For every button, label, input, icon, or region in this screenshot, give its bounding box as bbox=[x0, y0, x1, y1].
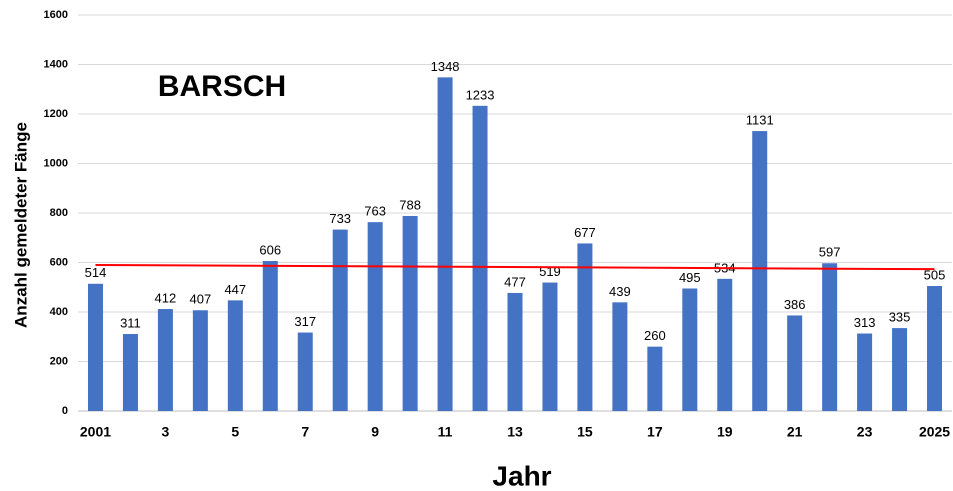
bar bbox=[577, 243, 593, 411]
x-tick-label: 23 bbox=[857, 424, 873, 440]
chart-title: BARSCH bbox=[158, 70, 286, 103]
value-label: 335 bbox=[889, 310, 911, 325]
bar bbox=[192, 310, 208, 411]
bar bbox=[612, 302, 628, 411]
y-tick-label: 1400 bbox=[44, 58, 68, 70]
y-tick-label: 1000 bbox=[44, 157, 68, 169]
bar bbox=[822, 263, 838, 411]
y-tick-label: 0 bbox=[62, 405, 68, 417]
y-axis-label: Anzahl gemeldeter Fänge bbox=[11, 122, 30, 328]
value-label: 597 bbox=[819, 245, 841, 260]
x-tick-label: 19 bbox=[717, 424, 733, 440]
x-tick-label: 7 bbox=[301, 424, 309, 440]
bar bbox=[437, 77, 453, 412]
x-tick-label: 2025 bbox=[919, 424, 950, 440]
value-label: 386 bbox=[784, 297, 806, 312]
bar bbox=[402, 215, 418, 411]
y-tick-label: 1600 bbox=[44, 9, 68, 21]
value-label: 313 bbox=[854, 315, 876, 330]
value-label: 606 bbox=[259, 242, 281, 257]
x-tick-label: 2001 bbox=[80, 424, 111, 440]
value-label: 788 bbox=[399, 197, 421, 212]
bar bbox=[227, 300, 243, 411]
bar bbox=[892, 328, 908, 411]
bar bbox=[717, 278, 733, 411]
bar bbox=[87, 283, 103, 411]
y-tick-label: 200 bbox=[50, 355, 68, 367]
x-tick-label: 9 bbox=[371, 424, 379, 440]
x-tick-label: 15 bbox=[577, 424, 593, 440]
bar bbox=[682, 288, 698, 411]
value-label: 677 bbox=[574, 225, 596, 240]
x-tick-label: 17 bbox=[647, 424, 663, 440]
x-tick-label: 3 bbox=[162, 424, 170, 440]
value-label: 505 bbox=[924, 267, 946, 282]
x-tick-label: 21 bbox=[787, 424, 803, 440]
y-tick-label: 1200 bbox=[44, 108, 68, 120]
value-label: 317 bbox=[294, 314, 316, 329]
value-label: 412 bbox=[155, 290, 177, 305]
value-label: 447 bbox=[224, 282, 246, 297]
bar bbox=[472, 105, 488, 412]
y-tick-label: 400 bbox=[50, 306, 68, 318]
value-label: 439 bbox=[609, 284, 631, 299]
value-label: 514 bbox=[85, 265, 107, 280]
bar bbox=[857, 333, 873, 411]
bar bbox=[332, 229, 348, 411]
y-tick-label: 600 bbox=[50, 256, 68, 268]
value-label: 407 bbox=[190, 292, 212, 307]
bar bbox=[647, 346, 663, 411]
value-label: 260 bbox=[644, 328, 666, 343]
bar bbox=[787, 315, 803, 411]
value-label: 477 bbox=[504, 274, 526, 289]
value-label: 311 bbox=[120, 315, 141, 330]
bar bbox=[507, 292, 523, 411]
bar bbox=[262, 261, 278, 411]
x-axis-label: Jahr bbox=[492, 460, 551, 491]
bar bbox=[927, 286, 943, 411]
x-tick-label: 13 bbox=[507, 424, 523, 440]
value-label: 1131 bbox=[746, 113, 774, 128]
bar bbox=[122, 334, 138, 411]
bar bbox=[542, 282, 558, 411]
bar bbox=[297, 332, 313, 411]
bar bbox=[367, 222, 383, 411]
x-tick-label: 5 bbox=[231, 424, 239, 440]
trend-line bbox=[95, 263, 935, 271]
y-tick-label: 800 bbox=[50, 207, 68, 219]
bar bbox=[157, 309, 173, 411]
x-tick-label: 11 bbox=[438, 424, 453, 440]
value-label: 763 bbox=[364, 204, 386, 219]
value-label: 733 bbox=[329, 211, 351, 226]
value-label: 495 bbox=[679, 270, 701, 285]
bar bbox=[752, 131, 768, 411]
value-label: 1348 bbox=[431, 59, 460, 74]
value-label: 1233 bbox=[466, 87, 495, 102]
